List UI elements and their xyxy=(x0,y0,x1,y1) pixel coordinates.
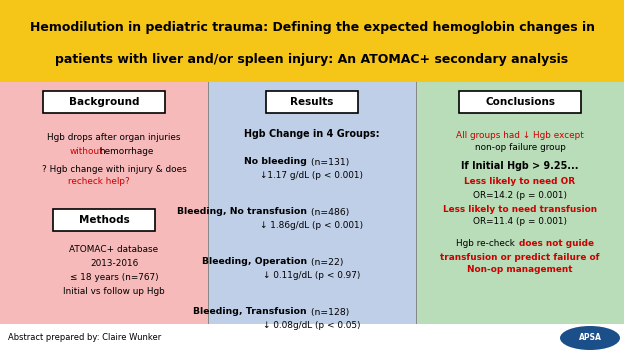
Text: Background: Background xyxy=(69,97,139,107)
Text: All groups had ↓ Hgb except: All groups had ↓ Hgb except xyxy=(456,132,584,140)
Text: No bleeding: No bleeding xyxy=(244,157,307,166)
Text: Non-op management: Non-op management xyxy=(467,265,573,275)
Text: non-op failure group: non-op failure group xyxy=(475,144,565,152)
Bar xyxy=(0,82,208,324)
Text: Less likely to need OR: Less likely to need OR xyxy=(464,177,575,187)
Text: Abstract prepared by: Claire Wunker: Abstract prepared by: Claire Wunker xyxy=(8,333,161,342)
Text: ? Hgb change with injury & does: ? Hgb change with injury & does xyxy=(42,164,187,174)
Text: OR=11.4 (p = 0.001): OR=11.4 (p = 0.001) xyxy=(473,218,567,226)
Text: 2013-2016: 2013-2016 xyxy=(90,259,138,269)
Text: ↓ 0.08g/dL (p < 0.05): ↓ 0.08g/dL (p < 0.05) xyxy=(263,321,361,331)
Bar xyxy=(208,82,416,324)
Text: APSA: APSA xyxy=(578,333,602,342)
Text: Bleeding, Transfusion: Bleeding, Transfusion xyxy=(193,308,307,316)
Text: transfusion or predict failure of: transfusion or predict failure of xyxy=(441,252,600,262)
Text: (n=22): (n=22) xyxy=(308,258,343,266)
Bar xyxy=(416,82,624,324)
Text: (n=131): (n=131) xyxy=(308,157,349,166)
Text: Bleeding, No transfusion: Bleeding, No transfusion xyxy=(177,207,307,216)
Text: (n=128): (n=128) xyxy=(308,308,349,316)
Text: ≤ 18 years (n=767): ≤ 18 years (n=767) xyxy=(70,274,158,283)
FancyBboxPatch shape xyxy=(459,91,581,113)
Text: recheck help?: recheck help? xyxy=(68,177,130,187)
FancyBboxPatch shape xyxy=(43,91,165,113)
Text: ↓ 1.86g/dL (p < 0.001): ↓ 1.86g/dL (p < 0.001) xyxy=(260,221,364,231)
Text: If Initial Hgb > 9.25...: If Initial Hgb > 9.25... xyxy=(461,161,578,171)
Bar xyxy=(0,0,624,82)
Text: Less likely to need transfusion: Less likely to need transfusion xyxy=(443,205,597,214)
Text: Hgb drops after organ injuries: Hgb drops after organ injuries xyxy=(47,132,181,142)
Text: (n=486): (n=486) xyxy=(308,207,349,216)
FancyBboxPatch shape xyxy=(266,91,358,113)
Text: ATOMAC+ database: ATOMAC+ database xyxy=(69,245,158,254)
Ellipse shape xyxy=(560,326,620,350)
Text: without: without xyxy=(69,146,103,156)
Text: Methods: Methods xyxy=(79,215,129,225)
Text: Hemodilution in pediatric trauma: Defining the expected hemoglobin changes in: Hemodilution in pediatric trauma: Defini… xyxy=(29,21,595,34)
Text: Conclusions: Conclusions xyxy=(485,97,555,107)
Bar xyxy=(0,324,624,352)
Text: Results: Results xyxy=(290,97,334,107)
Text: ↓1.17 g/dL (p < 0.001): ↓1.17 g/dL (p < 0.001) xyxy=(260,171,364,181)
Text: Bleeding, Operation: Bleeding, Operation xyxy=(202,258,307,266)
Text: Hgb re-check: Hgb re-check xyxy=(456,239,518,249)
Text: Initial vs follow up Hgb: Initial vs follow up Hgb xyxy=(63,288,165,296)
Text: OR=14.2 (p = 0.001): OR=14.2 (p = 0.001) xyxy=(473,190,567,200)
Text: Hgb Change in 4 Groups:: Hgb Change in 4 Groups: xyxy=(244,129,380,139)
Text: hemorrhage: hemorrhage xyxy=(99,146,153,156)
FancyBboxPatch shape xyxy=(53,209,155,231)
Text: does not guide: does not guide xyxy=(519,239,594,249)
Text: patients with liver and/or spleen injury: An ATOMAC+ secondary analysis: patients with liver and/or spleen injury… xyxy=(56,54,568,67)
Text: ↓ 0.11g/dL (p < 0.97): ↓ 0.11g/dL (p < 0.97) xyxy=(263,271,361,281)
